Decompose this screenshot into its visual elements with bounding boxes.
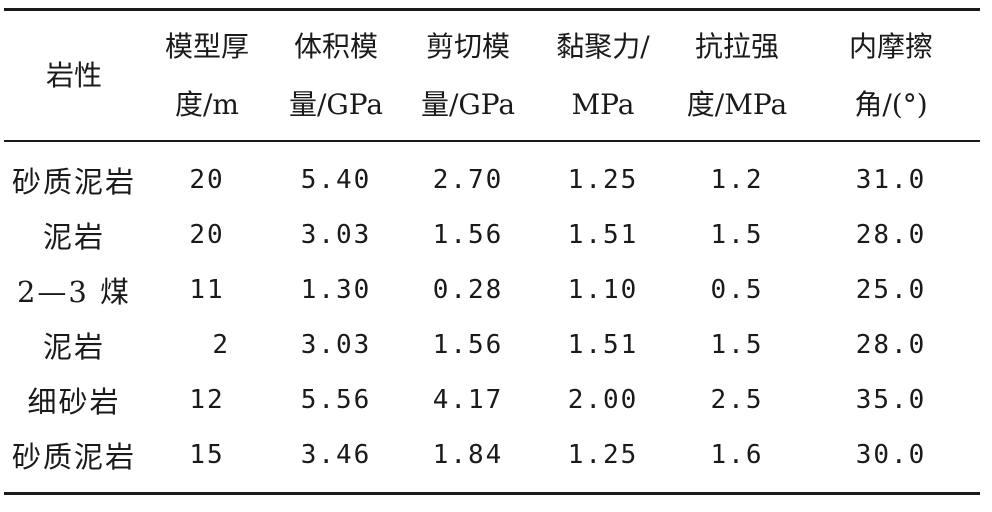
header-bulk-modulus-line-2: 量/GPa <box>288 87 384 121</box>
cell-lithology: 砂质泥岩 <box>11 439 136 474</box>
cell-cohesion: 1.25 <box>567 439 639 470</box>
rock-parameters-table: 岩性 模型厚 度/m 体积模 量/GPa 剪切模 量/GPa 黏聚力/ MPa … <box>4 11 980 482</box>
cell-thickness: 11 <box>189 274 225 305</box>
cell-cohesion: 1.25 <box>567 164 639 195</box>
header-lithology-line-1: 岩性 <box>45 58 102 92</box>
cell-friction-angle: 28.0 <box>855 219 927 250</box>
cell-tensile-strength: 2.5 <box>710 384 764 415</box>
cell-shear-modulus: 1.84 <box>432 439 504 470</box>
table-row: 砂质泥岩 20 5.40 2.70 1.25 1.2 31.0 <box>4 140 980 207</box>
header-tensile-strength-line-1: 抗拉强 <box>694 29 779 63</box>
cell-bulk-modulus: 3.46 <box>300 439 372 470</box>
table-row: 2—3 煤 11 1.30 0.28 1.10 0.5 25.0 <box>4 262 980 317</box>
header-bulk-modulus-line-1: 体积模 <box>293 29 378 63</box>
table-header-row: 岩性 模型厚 度/m 体积模 量/GPa 剪切模 量/GPa 黏聚力/ MPa … <box>4 11 980 140</box>
cell-tensile-strength: 0.5 <box>710 274 764 305</box>
cell-bulk-modulus: 5.40 <box>300 164 372 195</box>
table-top-rule <box>4 8 980 11</box>
cell-thickness: 15 <box>189 439 225 470</box>
cell-lithology: 细砂岩 <box>27 384 121 419</box>
cell-thickness: 12 <box>189 384 225 415</box>
cell-friction-angle: 30.0 <box>855 439 927 470</box>
table-bottom-rule <box>4 492 980 495</box>
header-lithology: 岩性 <box>4 11 144 140</box>
table-row: 泥岩 20 3.03 1.56 1.51 1.5 28.0 <box>4 207 980 262</box>
header-shear-modulus: 剪切模 量/GPa <box>402 11 534 140</box>
cell-shear-modulus: 1.56 <box>432 329 504 360</box>
cell-shear-modulus: 1.56 <box>432 219 504 250</box>
cell-tensile-strength: 1.6 <box>710 439 764 470</box>
header-cohesion-line-2: MPa <box>571 87 635 121</box>
cell-bulk-modulus: 1.30 <box>300 274 372 305</box>
cell-tensile-strength: 1.5 <box>710 219 764 250</box>
cell-shear-modulus: 0.28 <box>432 274 504 305</box>
header-tensile-strength-line-2: 度/MPa <box>686 87 788 121</box>
cell-lithology: 2—3 煤 <box>16 274 132 309</box>
header-thickness-line-2: 度/m <box>175 87 239 121</box>
header-thickness-line-1: 模型厚 <box>164 29 249 63</box>
cell-thickness: 20 <box>189 164 225 195</box>
cell-shear-modulus: 2.70 <box>432 164 504 195</box>
header-shear-modulus-line-2: 量/GPa <box>420 87 516 121</box>
header-friction-angle: 内摩擦 角/(°) <box>802 11 980 140</box>
cell-friction-angle: 31.0 <box>855 164 927 195</box>
cell-tensile-strength: 1.5 <box>710 329 764 360</box>
table-row: 细砂岩 12 5.56 4.17 2.00 2.5 35.0 <box>4 372 980 427</box>
table-row: 砂质泥岩 15 3.46 1.84 1.25 1.6 30.0 <box>4 427 980 482</box>
header-shear-modulus-line-1: 剪切模 <box>425 29 510 63</box>
cell-friction-angle: 35.0 <box>855 384 927 415</box>
header-friction-angle-line-1: 内摩擦 <box>848 29 933 63</box>
cell-cohesion: 1.51 <box>567 329 639 360</box>
cell-thickness: 2 <box>212 329 230 360</box>
cell-bulk-modulus: 3.03 <box>300 219 372 250</box>
cell-bulk-modulus: 5.56 <box>300 384 372 415</box>
cell-cohesion: 1.51 <box>567 219 639 250</box>
header-cohesion: 黏聚力/ MPa <box>534 11 672 140</box>
cell-tensile-strength: 1.2 <box>710 164 764 195</box>
cell-cohesion: 1.10 <box>567 274 639 305</box>
header-bulk-modulus: 体积模 量/GPa <box>270 11 402 140</box>
cell-shear-modulus: 4.17 <box>432 384 504 415</box>
header-friction-angle-line-2: 角/(°) <box>854 87 928 121</box>
cell-lithology: 泥岩 <box>42 219 105 254</box>
cell-lithology: 泥岩 <box>42 329 105 364</box>
table-header-rule <box>4 140 980 142</box>
header-thickness: 模型厚 度/m <box>144 11 270 140</box>
cell-bulk-modulus: 3.03 <box>300 329 372 360</box>
cell-friction-angle: 28.0 <box>855 329 927 360</box>
header-cohesion-line-1: 黏聚力/ <box>556 29 650 63</box>
cell-cohesion: 2.00 <box>567 384 639 415</box>
cell-thickness: 20 <box>189 219 225 250</box>
table-row: 泥岩 2 3.03 1.56 1.51 1.5 28.0 <box>4 317 980 372</box>
cell-lithology: 砂质泥岩 <box>11 164 136 199</box>
header-tensile-strength: 抗拉强 度/MPa <box>672 11 802 140</box>
cell-friction-angle: 25.0 <box>855 274 927 305</box>
